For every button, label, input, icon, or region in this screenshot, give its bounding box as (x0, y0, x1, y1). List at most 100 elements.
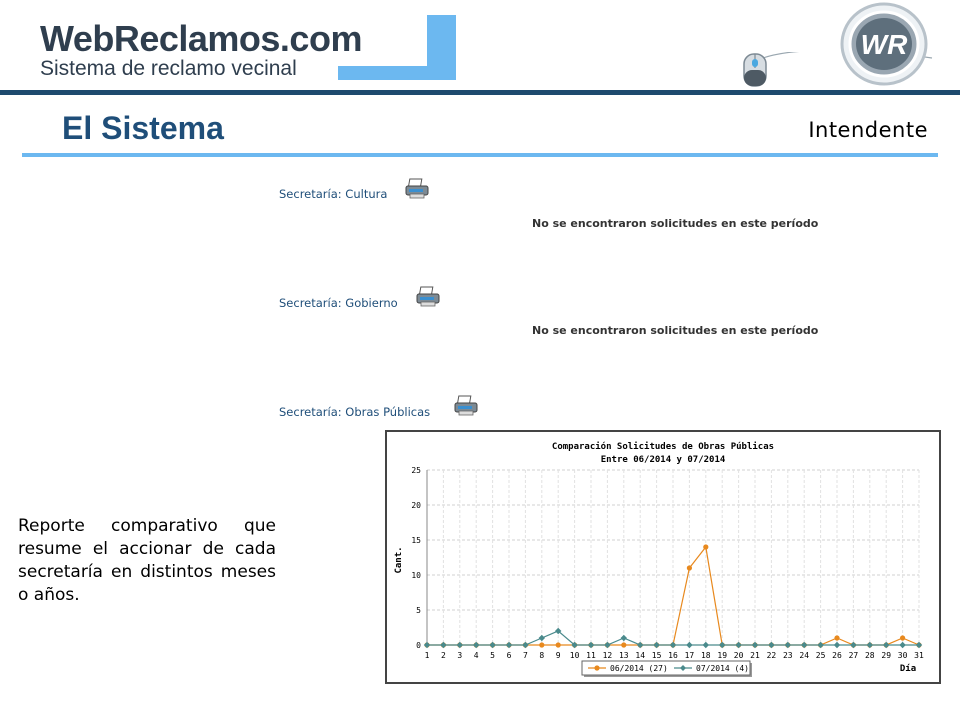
logo-accent-block (427, 15, 456, 80)
x-tick-label: 24 (799, 651, 809, 660)
y-tick-label: 15 (411, 536, 421, 545)
logo-accent-block (338, 66, 427, 80)
chart-ylabel: Cant. (394, 546, 404, 573)
line-chart-svg: Comparación Solicitudes de Obras Pública… (394, 441, 924, 677)
chart-legend (581, 660, 751, 676)
secretaria-cultura-label[interactable]: Secretaría: Cultura (279, 187, 388, 201)
x-tick-label: 12 (603, 651, 613, 660)
printer-icon[interactable] (453, 395, 479, 417)
data-point (834, 635, 840, 641)
data-point (637, 641, 644, 649)
x-tick-label: 1 (425, 651, 430, 660)
x-tick-label: 13 (619, 651, 629, 660)
data-point (703, 544, 709, 550)
printer-icon[interactable] (415, 286, 441, 308)
data-point (686, 641, 693, 649)
secretaria-gobierno-label[interactable]: Secretaría: Gobierno (279, 296, 398, 310)
printer-icon[interactable] (404, 178, 430, 200)
title-divider (22, 153, 938, 157)
x-tick-label: 5 (490, 651, 495, 660)
data-point (489, 641, 496, 649)
data-point (784, 641, 791, 649)
data-point (456, 641, 463, 649)
x-tick-label: 20 (734, 651, 744, 660)
x-tick-label: 30 (898, 651, 908, 660)
x-tick-label: 16 (668, 651, 678, 660)
data-point (473, 641, 480, 649)
x-tick-label: 22 (767, 651, 777, 660)
data-point (423, 641, 431, 649)
x-tick-label: 19 (717, 651, 727, 660)
x-tick-label: 7 (523, 651, 528, 660)
x-tick-label: 6 (507, 651, 512, 660)
data-point (621, 642, 627, 648)
data-point (719, 641, 726, 649)
x-tick-label: 17 (685, 651, 695, 660)
data-point (883, 641, 890, 649)
secretaria-obras-label[interactable]: Secretaría: Obras Públicas (279, 405, 431, 419)
x-tick-label: 11 (586, 651, 596, 660)
legend-marker (680, 665, 686, 671)
y-tick-label: 20 (411, 501, 421, 510)
x-tick-label: 27 (849, 651, 859, 660)
empty-message-cultura: No se encontraron solicitudes en este pe… (532, 217, 819, 230)
legend-marker (594, 665, 600, 671)
x-tick-label: 28 (865, 651, 875, 660)
wr-badge-text: WR (861, 29, 908, 60)
x-tick-label: 9 (556, 651, 561, 660)
data-point (604, 641, 611, 649)
data-point (702, 641, 709, 649)
side-description: Reporte comparativo que resume el accion… (18, 516, 276, 605)
data-point (751, 641, 759, 649)
x-tick-label: 21 (750, 651, 760, 660)
data-point (539, 642, 545, 648)
data-point (555, 627, 562, 635)
data-point (817, 641, 824, 649)
y-tick-label: 0 (416, 641, 421, 650)
x-tick-label: 18 (701, 651, 711, 660)
x-tick-label: 4 (474, 651, 479, 660)
data-point (538, 634, 545, 642)
data-point (505, 641, 513, 649)
logo-text: WebReclamos.com (40, 18, 362, 59)
data-point (768, 641, 775, 649)
x-tick-label: 14 (635, 651, 645, 660)
data-point (899, 641, 906, 649)
data-point (900, 635, 906, 641)
x-tick-label: 26 (832, 651, 842, 660)
data-point (587, 641, 595, 649)
data-point (801, 641, 808, 649)
role-label: Intendente (808, 118, 928, 142)
x-tick-label: 31 (914, 651, 924, 660)
y-tick-label: 25 (411, 466, 421, 475)
x-tick-label: 15 (652, 651, 662, 660)
data-point (850, 641, 857, 649)
x-tick-label: 8 (539, 651, 544, 660)
data-point (555, 642, 561, 648)
data-point (735, 641, 742, 649)
wr-logo-badge: WR (840, 2, 928, 86)
data-point (653, 641, 660, 649)
x-tick-label: 3 (457, 651, 462, 660)
page-title: El Sistema (62, 110, 224, 146)
chart-subtitle: Entre 06/2014 y 07/2014 (601, 455, 726, 465)
data-point (440, 641, 447, 649)
data-point (833, 641, 841, 649)
data-point (522, 641, 529, 649)
data-point (866, 641, 873, 649)
legend-label: 06/2014 (27) (610, 664, 668, 673)
data-point (915, 641, 923, 649)
legend-label: 07/2014 (4) (696, 664, 749, 673)
empty-message-gobierno: No se encontraron solicitudes en este pe… (532, 324, 819, 337)
x-tick-label: 29 (881, 651, 891, 660)
y-tick-label: 5 (416, 606, 421, 615)
data-point (686, 565, 692, 571)
data-point (571, 641, 578, 649)
chart-title: Comparación Solicitudes de Obras Pública… (552, 441, 774, 452)
obras-chart: Comparación Solicitudes de Obras Pública… (385, 430, 941, 684)
x-tick-label: 25 (816, 651, 826, 660)
logo-subtitle: Sistema de reclamo vecinal (40, 57, 297, 80)
chart-xlabel: Día (900, 664, 916, 674)
x-tick-label: 23 (783, 651, 793, 660)
y-tick-label: 10 (411, 571, 421, 580)
